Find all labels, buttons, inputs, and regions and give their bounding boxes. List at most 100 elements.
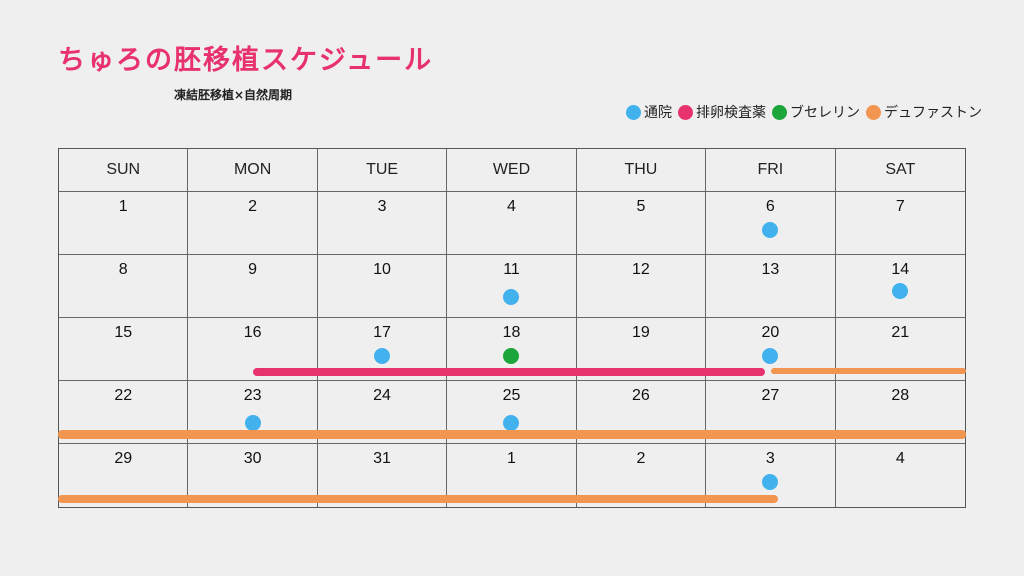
calendar-day-cell[interactable]: 31	[318, 444, 448, 507]
medication-range-bar	[252, 367, 765, 376]
day-number: 25	[502, 387, 521, 404]
orange-dot-icon	[866, 104, 881, 120]
day-number: 17	[373, 324, 391, 341]
calendar-day-cell[interactable]: 23	[188, 381, 318, 444]
calendar-day-cell[interactable]: 28	[835, 381, 965, 444]
calendar-day-cell[interactable]: 2	[577, 444, 707, 507]
legend-item-buserelin: ブセレリン	[772, 102, 860, 122]
pink-dot-icon	[678, 104, 693, 120]
day-number: 21	[891, 324, 910, 341]
legend-label: 通院	[644, 105, 672, 121]
day-number: 1	[507, 450, 516, 467]
blue-dot-icon	[626, 104, 641, 120]
weekday-header-tue: TUE	[317, 149, 448, 192]
day-number: 2	[248, 198, 258, 215]
schedule-marker-dot	[762, 348, 779, 364]
calendar-day-cell[interactable]: 17	[317, 318, 448, 381]
legend-item-duphaston: デュファストン	[866, 102, 982, 122]
day-number: 4	[895, 450, 905, 467]
calendar-day-cell[interactable]: 4	[836, 444, 965, 507]
medication-range-bar	[771, 367, 966, 374]
calendar-day-cell[interactable]: 5	[576, 192, 707, 255]
day-number: 3	[765, 450, 775, 467]
calendar-day-cell[interactable]: 6	[706, 192, 836, 255]
medication-range-bar	[58, 494, 778, 503]
calendar-day-cell[interactable]: 4	[447, 192, 577, 255]
day-number: 7	[895, 198, 905, 215]
calendar-day-cell[interactable]: 27	[706, 381, 836, 444]
day-number: 12	[632, 261, 650, 278]
schedule-marker-dot	[503, 415, 520, 431]
calendar-day-cell[interactable]: 29	[59, 444, 189, 507]
day-number: 27	[761, 387, 780, 404]
schedule-marker-dot	[762, 474, 779, 490]
green-dot-icon	[772, 104, 787, 120]
calendar-day-cell[interactable]: 18	[447, 318, 577, 381]
medication-range-bar	[58, 430, 966, 440]
day-number: 2	[636, 450, 646, 467]
weekday-header-sat: SAT	[835, 149, 965, 192]
day-number: 15	[114, 324, 133, 341]
day-number: 10	[373, 261, 391, 278]
day-number: 3	[377, 198, 387, 215]
day-number: 5	[636, 198, 646, 215]
calendar-day-cell[interactable]: 1	[447, 444, 577, 507]
weekday-header-wed: WED	[447, 149, 577, 192]
weekday-header-fri: FRI	[706, 149, 836, 192]
day-number: 9	[248, 261, 258, 278]
day-number: 6	[765, 198, 775, 215]
calendar-day-cell[interactable]: 10	[317, 255, 448, 318]
calendar-day-cell[interactable]: 15	[59, 318, 189, 381]
day-number: 4	[507, 198, 516, 215]
calendar-day-cell[interactable]: 26	[576, 381, 707, 444]
page-subtitle: 凍結胚移植×自然周期	[174, 88, 293, 102]
day-number: 18	[502, 324, 521, 341]
calendar-day-cell[interactable]: 3	[317, 192, 448, 255]
schedule-marker-dot	[503, 289, 520, 305]
day-number: 14	[891, 261, 910, 278]
calendar-day-cell[interactable]: 30	[188, 444, 318, 507]
weekday-header-mon: MON	[188, 149, 318, 192]
legend-label: デュファストン	[884, 105, 982, 121]
calendar-day-cell[interactable]: 1	[59, 192, 189, 255]
calendar-day-cell[interactable]: 24	[317, 381, 448, 444]
calendar-day-cell[interactable]: 19	[576, 318, 707, 381]
calendar-day-cell[interactable]: 8	[59, 255, 189, 318]
day-number: 1	[118, 198, 128, 215]
day-number: 26	[632, 387, 650, 404]
calendar-grid: SUN MON TUE WED THU FRI SAT 1 2 3 4 5 6 7 8 9 10 1…	[58, 148, 966, 508]
calendar-day-cell[interactable]: 2	[188, 192, 318, 255]
calendar-day-cell[interactable]: 11	[447, 255, 577, 318]
weekday-header-thu: THU	[576, 149, 707, 192]
schedule-marker-dot	[503, 348, 520, 364]
calendar-day-cell[interactable]: 14	[835, 255, 965, 318]
calendar-day-cell[interactable]: 25	[447, 381, 577, 444]
weekday-header-sun: SUN	[59, 149, 189, 192]
day-number: 13	[761, 261, 780, 278]
schedule-marker-dot	[244, 415, 261, 431]
calendar-day-cell[interactable]: 20	[706, 318, 836, 381]
schedule-marker-dot	[762, 222, 779, 238]
day-number: 22	[114, 387, 133, 404]
calendar-day-cell[interactable]: 16	[188, 318, 318, 381]
calendar-day-cell[interactable]: 12	[576, 255, 707, 318]
day-number: 19	[632, 324, 650, 341]
legend: 通院 排卵検査薬 ブセレリン デュファストン	[626, 102, 982, 122]
day-number: 30	[243, 450, 262, 467]
legend-label: ブセレリン	[790, 105, 860, 121]
page-title: ちゅろの胚移植スケジュール	[58, 45, 434, 76]
legend-label: 排卵検査薬	[696, 105, 766, 121]
calendar-day-cell[interactable]: 22	[59, 381, 189, 444]
legend-item-clinic: 通院	[626, 102, 672, 122]
day-number: 24	[373, 387, 391, 404]
calendar-day-cell[interactable]: 7	[835, 192, 965, 255]
day-number: 20	[761, 324, 780, 341]
legend-item-ovulation-test: 排卵検査薬	[678, 102, 766, 122]
day-number: 31	[373, 450, 391, 467]
day-number: 23	[243, 387, 262, 404]
calendar-day-cell[interactable]: 13	[706, 255, 836, 318]
calendar-day-cell[interactable]: 3	[706, 444, 836, 507]
calendar-day-cell[interactable]: 21	[835, 318, 965, 381]
schedule-marker-dot	[892, 283, 909, 299]
calendar-day-cell[interactable]: 9	[188, 255, 318, 318]
